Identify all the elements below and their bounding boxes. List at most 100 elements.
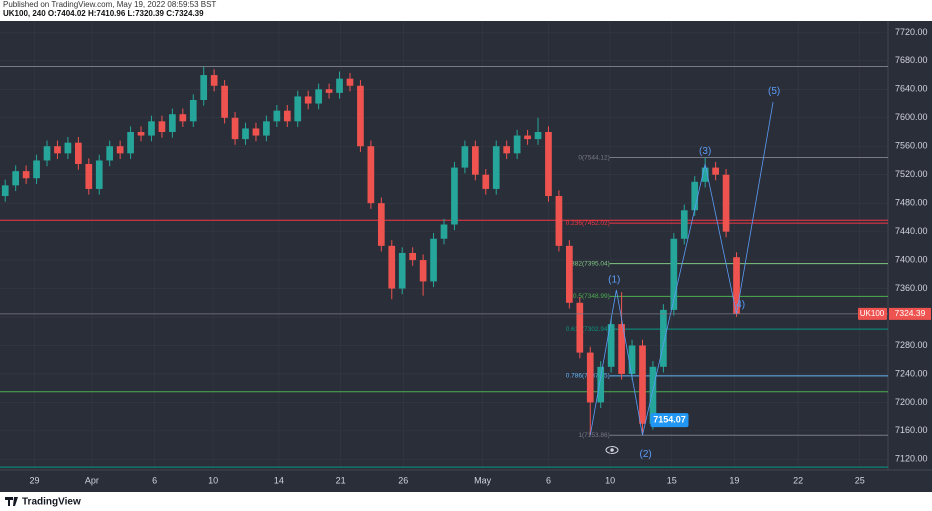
candle-body [85,164,93,189]
candle-body [242,128,249,140]
candle-body [64,142,72,154]
x-tick-label: Apr [85,475,99,485]
x-tick-label: 6 [152,475,157,485]
wave-label: (3) [699,146,711,157]
wave-label: 4) [736,300,745,311]
x-tick-label: 6 [546,475,551,485]
candle-body [325,89,333,93]
candle-body [252,128,260,136]
candle-body [733,257,740,314]
y-tick-label: 7200.00 [895,397,928,407]
candle-body [283,110,291,122]
x-tick-label: 29 [29,475,39,485]
candle-body [482,174,490,189]
candle-body [294,96,302,122]
candle-body [607,324,615,367]
candle-body [461,146,469,168]
fib-label: 0.236(7452.02) [566,220,610,227]
x-tick-label: 14 [274,475,284,485]
symbol: UK100 [860,309,885,318]
candle-body [712,167,719,175]
fib-label: 1(7153.86) [578,432,609,439]
candle-body [200,75,208,100]
candle-body [440,224,448,239]
price-label: 7324.39 [895,308,926,318]
candle-body [315,89,322,104]
candle-body [618,324,625,374]
fib-label: 0.5(7348.99) [573,293,610,300]
candle-body [75,142,82,165]
candle-body [127,132,134,154]
y-tick-label: 7520.00 [895,169,928,179]
candle-body [701,167,709,182]
candle-body [273,110,281,122]
candle-body [357,85,364,147]
candle-body [43,146,51,161]
ohlc: UK100, 240 O:7404.02 H:7410.96 L:7320.39… [3,9,204,18]
x-tick-label: 21 [336,475,346,485]
candle-body [670,238,678,310]
candle-body [179,114,187,122]
x-tick-label: 26 [398,475,408,485]
candle-body [304,96,312,104]
fib-label: 0.382(7395.04) [566,260,610,267]
candle-body [576,302,584,353]
candle-body [95,160,103,189]
y-tick-label: 7360.00 [895,283,928,293]
fib-label: 0.618(7302.94) [566,326,610,333]
x-tick-label: 22 [793,475,803,485]
candle-body [398,252,406,289]
y-tick-label: 7680.00 [895,55,928,65]
candle-body [639,345,646,424]
candle-body [1,185,9,197]
wave-label: (1) [608,275,620,286]
candle-body [691,181,699,211]
candle-body [263,121,270,136]
y-tick-label: 7160.00 [895,425,928,435]
low-label: 7154.07 [653,414,686,424]
wave-label: (5) [768,86,780,97]
published: Published on TradingView.com, May 19, 20… [3,0,216,9]
candle-body [221,85,228,118]
wave-label: (2) [640,449,652,460]
y-tick-label: 7440.00 [895,226,928,236]
y-tick-label: 7560.00 [895,141,928,151]
logo-icon [5,497,18,506]
candle-body [430,238,437,282]
y-tick-label: 7600.00 [895,112,928,122]
candle-body [33,160,40,179]
x-tick-label: May [474,475,492,485]
candle-body [524,135,531,140]
x-tick-label: 10 [208,475,218,485]
price-box [889,307,931,320]
candle-body [471,146,479,175]
candle-body [451,167,458,225]
candle-body [388,245,396,289]
candle-body [586,352,594,403]
candle-body [534,132,542,140]
y-tick-label: 7400.00 [895,254,928,264]
candle-body [346,78,354,86]
candle-body [492,146,500,189]
candle-body [148,121,155,136]
candle-body [158,121,166,133]
candle-body [54,146,61,154]
candle-body [503,146,511,154]
candle-body [597,366,605,403]
candle-body [12,171,20,186]
y-tick-label: 7240.00 [895,368,928,378]
x-tick-label: 15 [667,475,677,485]
candle-body [106,146,114,161]
candle-body [680,210,688,239]
symbol-box [858,307,887,320]
candle-body [116,146,124,154]
candle-body [231,117,239,140]
y-tick-label: 7640.00 [895,84,928,94]
candle-body [660,309,667,367]
candle-body [555,196,563,246]
candle-body [22,171,30,179]
eye-icon [605,446,619,454]
plot-bg [0,21,932,492]
